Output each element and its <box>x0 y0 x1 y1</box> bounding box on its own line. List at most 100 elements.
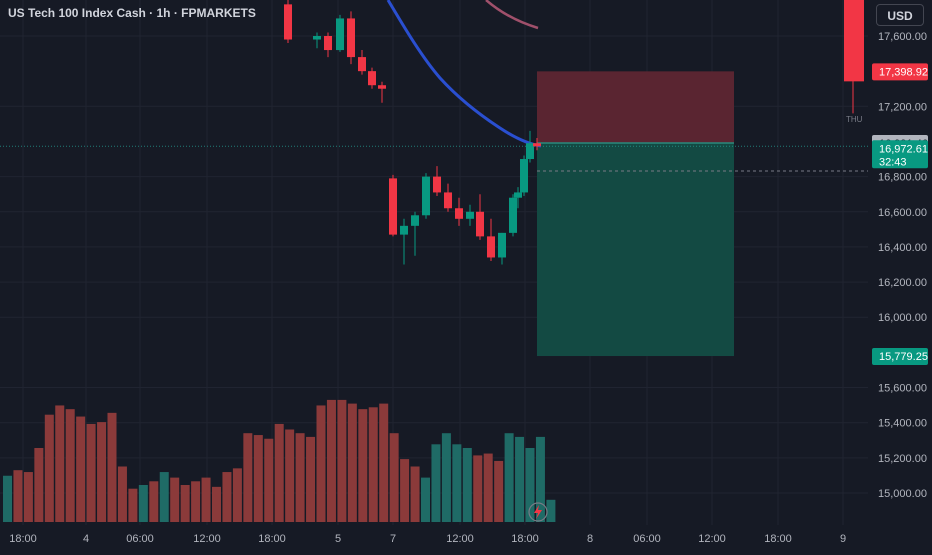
candle-body <box>400 225 408 235</box>
candle-body <box>358 57 366 72</box>
time-tick-label: 8 <box>587 533 593 545</box>
candle-body <box>514 192 522 198</box>
candle-body <box>389 178 397 235</box>
candle-body <box>368 71 376 86</box>
time-tick-label: 18:00 <box>764 533 792 545</box>
volume-bar <box>400 459 410 522</box>
volume-bar <box>232 468 242 522</box>
volume-bar <box>243 433 253 522</box>
candle-body <box>411 215 419 226</box>
time-tick-label: 5 <box>335 533 341 545</box>
price-tick-label: 15,600.00 <box>878 383 927 395</box>
price-tick-label: 16,800.00 <box>878 172 927 184</box>
price-tick-label: 17,600.00 <box>878 31 927 43</box>
session-label: THU <box>846 115 863 124</box>
volume-bar <box>3 475 12 522</box>
volume-bar <box>462 448 472 522</box>
moving-averages <box>386 0 542 148</box>
volume-bar <box>170 477 180 522</box>
candles: THU <box>284 0 864 265</box>
volume-bar <box>483 453 493 522</box>
volume-bar <box>149 481 159 522</box>
stop-loss-zone <box>537 71 734 143</box>
candle-body <box>487 236 495 258</box>
volume-bar <box>504 433 514 522</box>
replay-icon[interactable] <box>528 502 548 522</box>
volume-bar <box>201 477 211 522</box>
volume-bar <box>337 399 347 522</box>
time-tick-label: 18:00 <box>511 533 539 545</box>
candle-body <box>433 176 441 193</box>
time-tick-label: 06:00 <box>126 533 154 545</box>
volume-bars <box>3 399 556 522</box>
moving-average-blue <box>386 0 542 148</box>
short-position-tool[interactable] <box>537 71 734 357</box>
price-tick-label: 15,000.00 <box>878 488 927 500</box>
target-price-text: 15,779.25 <box>879 351 928 363</box>
price-axis-bg <box>868 0 932 550</box>
volume-bar <box>441 433 451 522</box>
symbol-title[interactable]: US Tech 100 Index Cash · 1h · FPMARKETS <box>8 6 256 20</box>
volume-bar <box>13 470 23 522</box>
volume-bar <box>191 481 201 522</box>
last-price-text: 32:43 <box>879 156 907 168</box>
price-tick-label: 15,200.00 <box>878 453 927 465</box>
volume-bar <box>212 486 221 522</box>
candle-body <box>378 85 386 89</box>
volume-bar <box>358 409 368 522</box>
candle-body <box>455 208 463 219</box>
price-tick-label: 17,200.00 <box>878 101 927 113</box>
volume-bar <box>431 444 441 522</box>
time-tick-label: 06:00 <box>633 533 661 545</box>
price-tick-label: 16,000.00 <box>878 312 927 324</box>
price-axis[interactable]: 17,600.00 17,200.00 16,800.00 16,600.00 16,4… <box>868 0 932 550</box>
target-price-tag <box>872 348 928 366</box>
volume-bar <box>316 405 326 522</box>
volume-bar <box>86 423 96 522</box>
volume-bar <box>274 423 284 522</box>
volume-bar <box>128 488 138 522</box>
candle-body <box>520 159 528 193</box>
candle-body <box>466 211 474 219</box>
volume-bar <box>159 472 169 522</box>
volume-bar <box>410 466 420 522</box>
candle-body <box>498 232 506 258</box>
time-tick-label: 12:00 <box>698 533 726 545</box>
candle-body <box>324 36 332 51</box>
volume-bar <box>379 403 389 522</box>
price-lines <box>0 145 868 172</box>
candle-body <box>284 4 292 40</box>
volume-bar <box>389 433 399 522</box>
volume-bar <box>264 438 274 522</box>
volume-bar <box>452 444 462 522</box>
volume-bar <box>107 412 117 522</box>
volume-bar <box>306 436 316 522</box>
volume-bar <box>535 436 545 522</box>
volume-bar <box>97 422 107 522</box>
volume-bar <box>285 429 295 522</box>
volume-bar <box>117 466 127 522</box>
take-profit-zone <box>537 142 734 357</box>
candle-body <box>313 36 321 40</box>
volume-bar <box>326 399 336 522</box>
candle-body <box>444 192 452 209</box>
currency-button[interactable]: USD <box>876 4 924 26</box>
volume-bar <box>421 477 430 522</box>
last-price-text: 16,972.61 <box>879 143 928 155</box>
volume-bar <box>546 499 556 522</box>
volume-bar <box>253 435 263 522</box>
volume-bar <box>23 472 33 522</box>
candle-body <box>509 197 517 233</box>
volume-bar <box>222 472 232 522</box>
last-price-tag <box>872 140 928 169</box>
time-axis[interactable]: 18:00 4 06:00 12:00 18:00 5 7 12:00 18:00 8 06:00 1… <box>9 533 846 545</box>
time-tick-label: 4 <box>83 533 89 545</box>
volume-bar <box>44 414 54 522</box>
volume-bar <box>180 485 190 522</box>
price-tick-label: 16,200.00 <box>878 277 927 289</box>
price-tick-label: 16,400.00 <box>878 242 927 254</box>
candle-body <box>533 143 541 147</box>
volume-bar <box>347 403 357 522</box>
